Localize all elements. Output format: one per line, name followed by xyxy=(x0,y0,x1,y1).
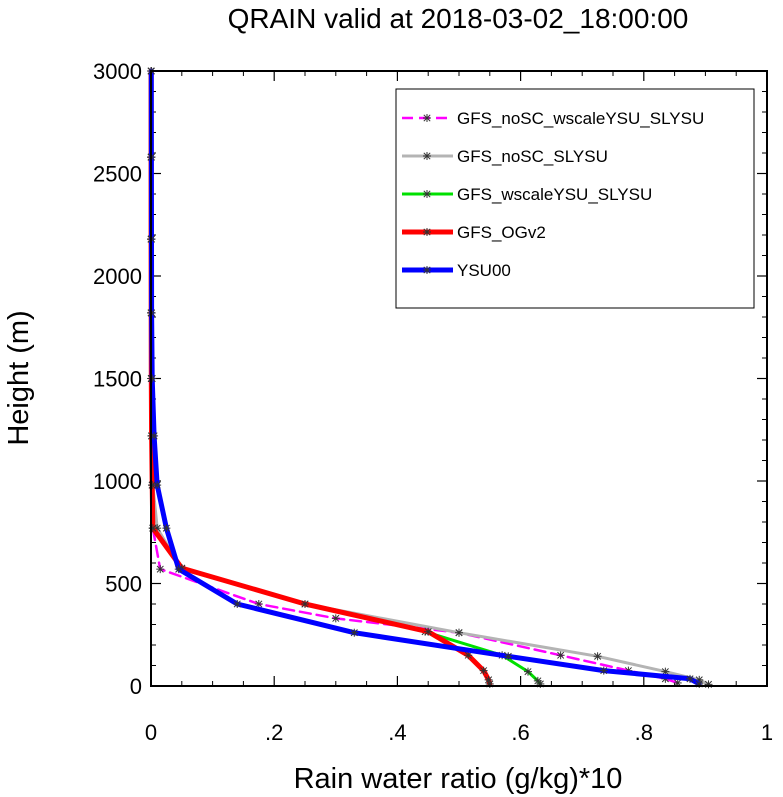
data-point xyxy=(148,374,157,383)
legend-entry: GFS_noSC_SLYSU xyxy=(402,147,608,166)
y-tick-label: 1000 xyxy=(93,469,142,494)
data-point xyxy=(174,565,183,574)
y-tick-label: 2000 xyxy=(93,264,142,289)
data-point xyxy=(704,680,713,689)
plot-frame xyxy=(150,70,768,687)
data-point xyxy=(350,628,359,637)
legend-entry: GFS_OGv2 xyxy=(402,223,546,242)
x-tick-label: .6 xyxy=(511,720,529,745)
legend-box xyxy=(395,88,755,309)
y-tick-label: 3000 xyxy=(93,59,142,84)
legend-entry: YSU00 xyxy=(402,261,511,280)
legend-label: GFS_noSC_SLYSU xyxy=(457,147,608,166)
legend-entry: GFS_noSC_wscaleYSU_SLYSU xyxy=(402,109,704,128)
x-tick-label: .2 xyxy=(265,720,283,745)
data-point xyxy=(686,674,694,683)
legend-marker xyxy=(423,152,431,160)
y-tick-label: 500 xyxy=(105,572,142,597)
data-point xyxy=(162,524,171,533)
y-tick-label: 2500 xyxy=(93,162,142,187)
data-point xyxy=(479,666,488,675)
data-point xyxy=(599,666,608,675)
x-axis-title: Rain water ratio (g/kg)*10 xyxy=(294,763,623,795)
data-point xyxy=(504,652,513,661)
legend-marker xyxy=(423,228,431,236)
x-tick-label: 1 xyxy=(761,720,773,745)
legend-label: YSU00 xyxy=(457,261,511,280)
x-tick-label: 0 xyxy=(145,720,157,745)
data-point xyxy=(156,565,165,574)
data-point xyxy=(233,600,242,608)
legend: GFS_noSC_wscaleYSU_SLYSU GFS_noSC_SLYSU GF… xyxy=(395,88,755,309)
legend-entry: GFS_wscaleYSU_SLYSU xyxy=(402,185,652,204)
data-point xyxy=(464,651,473,660)
y-axis-title: Height (m) xyxy=(3,310,35,445)
legend-label: GFS_noSC_wscaleYSU_SLYSU xyxy=(457,109,704,128)
data-point xyxy=(254,600,263,608)
y-tick-label: 0 xyxy=(130,674,142,699)
data-point xyxy=(153,481,162,490)
legend-marker xyxy=(423,266,431,274)
data-point xyxy=(331,614,340,623)
legend-label: GFS_OGv2 xyxy=(457,223,546,242)
axis-ticks: 0 500 1000 1500 2000 2500 3000 0 .2 .4 .6 .8 1 xyxy=(93,59,773,745)
legend-label: GFS_wscaleYSU_SLYSU xyxy=(457,185,652,204)
chart-title: QRAIN valid at 2018-03-02_18:00:00 xyxy=(228,3,689,34)
y-tick-label: 1500 xyxy=(93,367,142,392)
data-point xyxy=(301,600,309,608)
data-point xyxy=(556,651,565,660)
data-point xyxy=(424,627,433,636)
data-point xyxy=(484,675,493,684)
x-tick-label: .4 xyxy=(388,720,406,745)
data-point xyxy=(533,676,542,685)
x-tick-label: .8 xyxy=(635,720,653,745)
data-point xyxy=(593,652,602,661)
data-point xyxy=(455,628,463,637)
legend-marker xyxy=(423,114,431,122)
data-point xyxy=(523,667,532,676)
legend-marker xyxy=(423,190,431,198)
